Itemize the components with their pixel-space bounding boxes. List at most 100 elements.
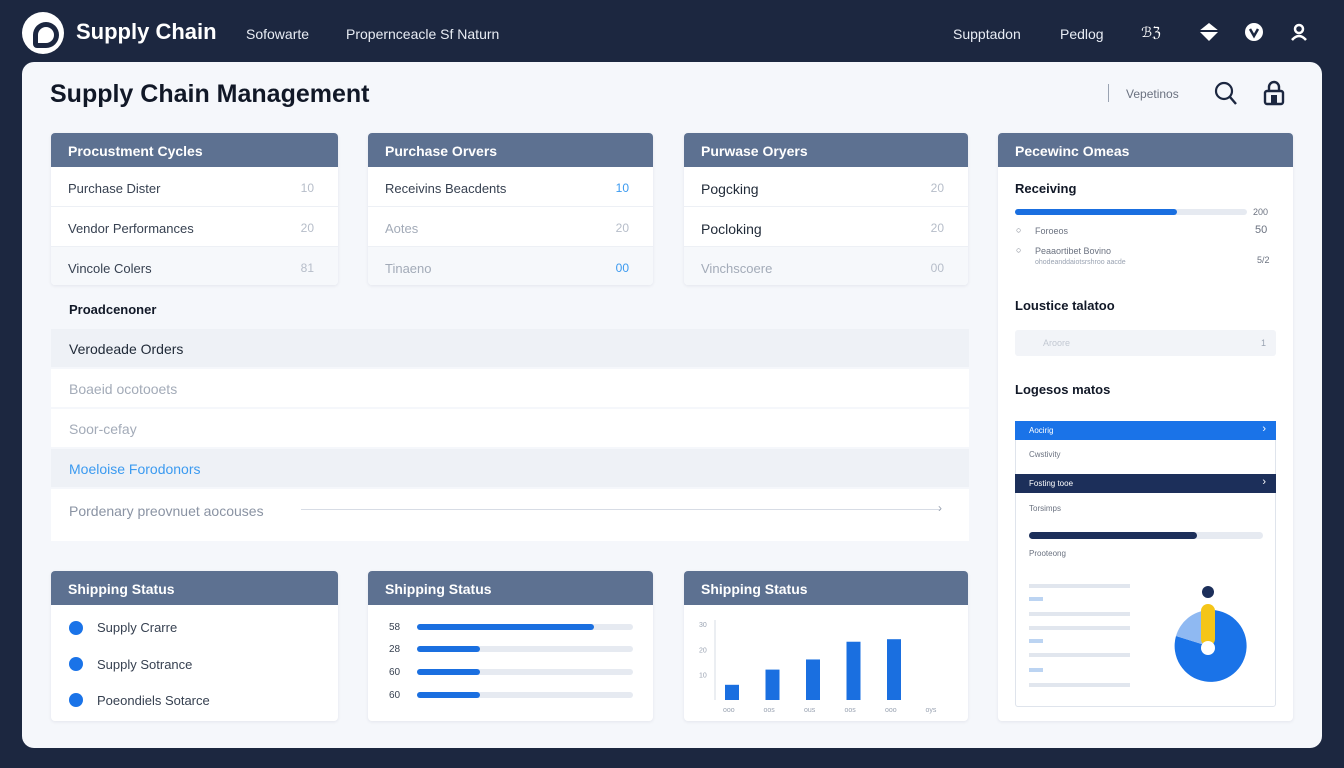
row-value: 20 [930,221,944,235]
card-title: Shipping Status [368,571,653,605]
list-item[interactable]: Moeloise Forodonors [51,449,969,487]
donut-slice [1176,610,1208,646]
shipping-item[interactable]: Supply Crarre [97,620,178,635]
divider [301,509,941,510]
list-item[interactable]: Aotes 20 [368,207,653,247]
list-item[interactable]: Soor-cefay [51,409,969,447]
sub-item-note: ohodeanddaiotsrshroo aacde [1035,259,1126,266]
chart-bar [765,669,780,700]
list-item[interactable]: Pogcking 20 [684,167,968,207]
skeleton-dot [1029,668,1043,672]
shipping-item[interactable]: Poeondiels Sotarce [97,693,210,708]
donut-marker-cap [1201,641,1215,655]
list-item[interactable]: Verodeade Orders [51,329,969,367]
bar-label: 28 [389,644,401,655]
row-label: Pogcking [701,181,759,197]
row-value: 81 [300,261,314,275]
list-label: Pordenary preovnuet aocouses [69,503,264,519]
nav-link-support[interactable]: Supptadon [953,26,1021,42]
sub-item-value: 50 [1255,224,1268,236]
sub-item-value: 5/2 [1257,255,1270,265]
chart-bar [806,659,820,700]
x-tick-label: ous [804,707,816,714]
search-icon[interactable] [1214,80,1238,106]
nav-link-pedlog[interactable]: Pedlog [1060,26,1104,42]
card-title: Purchase Orvers [368,133,653,167]
row-value: 10 [615,181,629,195]
list-label: Verodeade Orders [69,341,184,357]
widget-item-label: Torsimps [1029,504,1062,513]
card-shipping-list: Shipping Status [51,571,338,721]
card-title: Purwase Oryers [684,133,968,167]
list-item[interactable]: Purchase Dister 10 [51,167,338,207]
bar-chart: 30 20 10 ooo oos ous oos ooo oys [699,620,937,714]
app-logo-icon[interactable] [22,12,64,54]
chart-bar [725,684,739,700]
skeleton-line [1029,653,1130,657]
location-icon [69,657,83,671]
list-item[interactable]: Vendor Performances 20 [51,207,338,247]
list-item[interactable]: Tinaeno 00 [368,247,653,285]
chevron-right-icon: › [1262,476,1266,488]
row-label: Tinaeno [385,261,432,276]
widget-row-active[interactable]: Aocirig › [1015,421,1276,440]
row-label: Vincole Colers [68,261,152,276]
lock-icon[interactable] [1262,80,1286,106]
row-label: Vendor Performances [68,221,194,236]
widget-progress-fill [1029,532,1198,539]
nav-link-software[interactable]: Sofowarte [246,26,310,42]
radio-icon[interactable]: ○ [1016,225,1022,235]
list-title: Proadcenoner [69,302,157,317]
list-item[interactable]: Boaeid ocotooets [51,369,969,407]
bar-fill [417,646,480,652]
x-tick-label: oos [764,707,776,714]
bar-label: 60 [389,690,401,701]
row-label: Pocloking [701,221,762,237]
bar-track [417,692,633,698]
card-title: Pecewinc Omeas [998,133,1293,167]
chart-bar [887,639,901,700]
x-tick-label: oys [926,707,937,714]
radio-icon[interactable]: ○ [1016,245,1022,255]
bar-label: 58 [389,622,401,633]
list-label: Soor-cefay [69,421,137,437]
row-label: Aotes [385,221,419,236]
receiving-progress [1015,209,1247,215]
user-icon[interactable] [1289,22,1309,42]
bar-fill [417,692,480,698]
list-item[interactable]: Vinchscoere 00 [684,247,968,285]
diamond-icon[interactable] [1198,22,1219,42]
list-item[interactable]: Vincole Colers 81 [51,247,338,285]
row-label: Receivins Beacdents [385,181,507,196]
widget-row-selected[interactable]: Fosting tooe › [1015,474,1276,493]
list-item[interactable]: Pocloking 20 [684,207,968,247]
receiving-title: Receiving [1015,181,1077,196]
bar-track [417,624,633,630]
shipping-item[interactable]: Supply Sotrance [97,657,193,672]
donut-chart [1174,586,1247,682]
chevron-right-icon: › [1262,423,1266,435]
list-item[interactable]: Receivins Beacdents 10 [368,167,653,207]
bar-label: 60 [389,667,401,678]
y-tick-label: 10 [699,673,707,680]
skeleton-line [1029,584,1130,588]
skeleton-line [1029,626,1130,630]
nav-link-nature[interactable]: Propernceacle Sf Naturn [346,26,500,42]
logistics-input[interactable]: Aroore 1 [1015,330,1276,356]
skeleton-line [1029,612,1130,616]
brand-name: Supply Chain [76,19,217,44]
chevron-right-icon[interactable]: › [938,501,942,515]
widget-progress [1029,532,1263,539]
x-tick-label: ooo [723,707,735,714]
x-tick-label: ooo [885,707,897,714]
skeleton-dot [1029,639,1043,643]
row-value: 20 [615,221,629,235]
shield-icon[interactable] [1244,22,1264,42]
search-label[interactable]: Vepetinos [1126,87,1179,101]
bar-track [417,669,633,675]
list-item[interactable]: Pordenary preovnuet aocouses › [51,489,969,541]
card-purchase-orders: Purchase Orvers Receivins Beacdents 10 Ao… [368,133,653,285]
glyph-icon[interactable]: ℬℨ [1141,24,1161,40]
top-navigation: Supply Chain Sofowarte Propernceacle Sf … [0,0,1344,64]
row-label: Vinchscoere [701,261,773,276]
